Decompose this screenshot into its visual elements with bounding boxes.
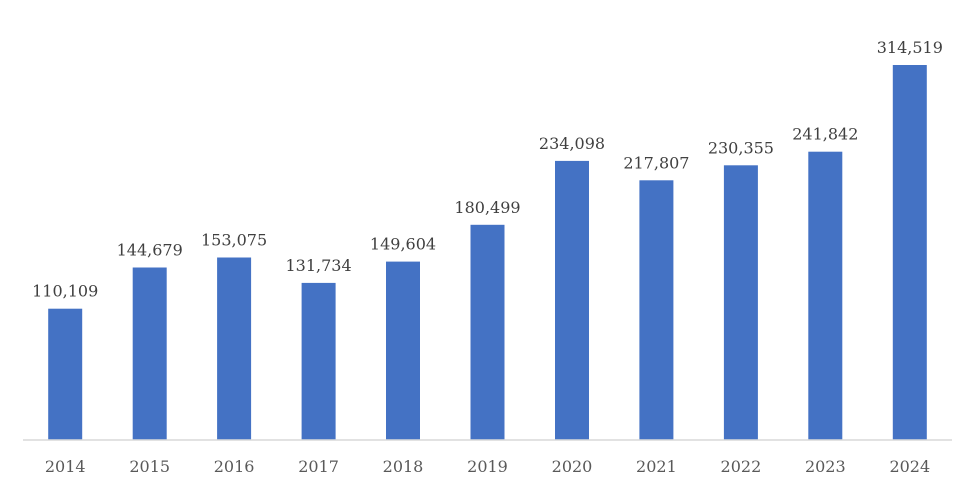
x-tick-label-2014: 2014 bbox=[45, 457, 86, 476]
bar-2019 bbox=[470, 224, 505, 440]
bars-group bbox=[48, 65, 927, 441]
value-label-2023: 241,842 bbox=[792, 125, 858, 144]
x-tick-label-2023: 2023 bbox=[805, 457, 846, 476]
value-label-2021: 217,807 bbox=[623, 153, 689, 172]
x-tick-label-2016: 2016 bbox=[214, 457, 255, 476]
bar-2014 bbox=[48, 308, 83, 440]
value-labels-group: 110,109 144,679 153,075 131,734 149,604 180,4… bbox=[32, 38, 943, 301]
value-label-2015: 144,679 bbox=[117, 241, 183, 260]
x-tick-label-2021: 2021 bbox=[636, 457, 677, 476]
value-label-2014: 110,109 bbox=[32, 282, 98, 301]
x-tick-label-2020: 2020 bbox=[552, 457, 593, 476]
x-tick-label-2017: 2017 bbox=[298, 457, 339, 476]
bar-2015 bbox=[132, 267, 167, 440]
bar-2021 bbox=[639, 180, 674, 441]
bar-2018 bbox=[386, 261, 420, 440]
value-label-2022: 230,355 bbox=[708, 138, 774, 157]
x-tick-labels-group: 2014 2015 2016 2017 2018 2019 2020 2021 2022 2023… bbox=[45, 457, 930, 476]
bar-2024 bbox=[892, 65, 927, 440]
bar-2022 bbox=[723, 165, 758, 441]
bar-2016 bbox=[217, 257, 252, 440]
x-tick-label-2024: 2024 bbox=[889, 457, 930, 476]
value-label-2016: 153,075 bbox=[201, 231, 267, 250]
value-label-2017: 131,734 bbox=[286, 256, 352, 275]
x-tick-label-2019: 2019 bbox=[467, 457, 508, 476]
value-label-2019: 180,499 bbox=[454, 198, 520, 217]
x-tick-label-2018: 2018 bbox=[383, 457, 424, 476]
value-label-2024: 314,519 bbox=[877, 38, 943, 57]
value-label-2018: 149,604 bbox=[370, 235, 436, 254]
x-tick-label-2015: 2015 bbox=[129, 457, 170, 476]
bar-2017 bbox=[301, 282, 336, 440]
bar-2023 bbox=[808, 151, 843, 440]
x-tick-label-2022: 2022 bbox=[721, 457, 762, 476]
value-label-2020: 234,098 bbox=[539, 134, 605, 153]
bar-2020 bbox=[555, 160, 589, 440]
